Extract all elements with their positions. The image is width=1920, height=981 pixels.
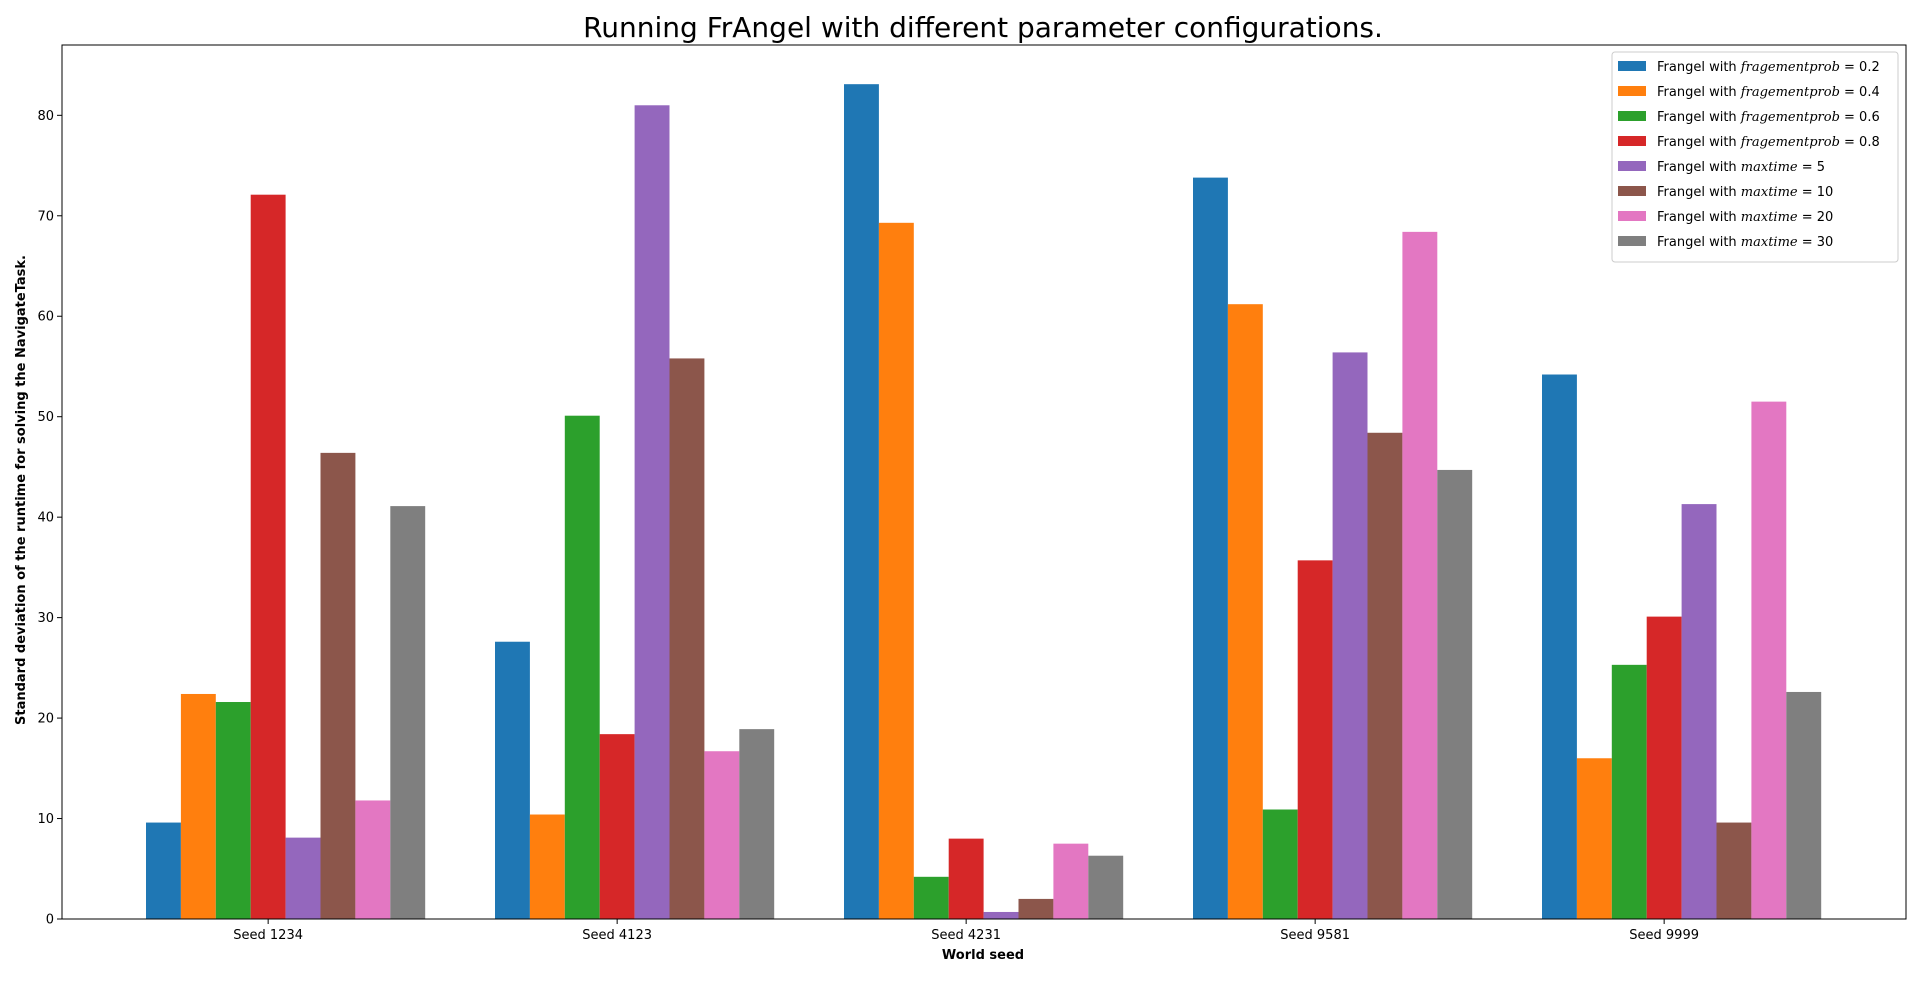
bar-seed-4123-series-8: [739, 729, 775, 919]
legend-entry-label: Frangel with maxtime = 20: [1657, 210, 1833, 225]
legend: Frangel with fragementprob = 0.2 Frangel …: [1611, 51, 1899, 263]
x-tick-label: Seed 4231: [931, 928, 1001, 943]
bar-seed-4123-series-6: [669, 358, 705, 919]
bars-layer: [146, 84, 1822, 920]
bar-seed-9999-series-5: [1681, 504, 1717, 919]
bar-seed-4123-series-2: [529, 814, 565, 919]
bar-seed-1234-series-1: [146, 822, 181, 919]
bar-seed-9999-series-7: [1751, 401, 1787, 919]
bar-seed-1234-series-3: [215, 702, 251, 919]
bar-seed-4231-series-7: [1053, 843, 1089, 919]
axes-layer: 0 10 20 30 40 50 60 70 80 Seed 1234 Seed 4123 Seed …: [37, 44, 1907, 943]
legend-entry-label: Frangel with fragementprob = 0.4: [1657, 85, 1880, 100]
x-axis-label: World seed: [942, 948, 1024, 963]
bar-seed-9581-series-7: [1402, 231, 1438, 920]
bar-seed-9581-series-2: [1227, 304, 1263, 919]
legend-swatch: [1618, 186, 1646, 196]
y-tick-label: 50: [37, 410, 54, 425]
legend-entry-label: Frangel with fragementprob = 0.6: [1657, 110, 1880, 125]
x-tick-label: Seed 1234: [233, 928, 303, 943]
legend-swatch: [1618, 111, 1646, 121]
y-tick-label: 80: [37, 109, 54, 124]
bar-seed-9581-series-1: [1193, 177, 1228, 920]
y-tick-label: 30: [37, 611, 54, 626]
y-tick-label: 70: [37, 209, 54, 224]
legend-entry-label: Frangel with maxtime = 10: [1657, 185, 1833, 200]
bar-seed-9999-series-3: [1611, 664, 1647, 919]
legend-entry-label: Frangel with fragementprob = 0.8: [1657, 135, 1880, 150]
bar-seed-4231-series-6: [1018, 898, 1054, 919]
y-axis-label: Standard deviation of the runtime for so…: [14, 255, 29, 725]
legend-swatch: [1618, 161, 1646, 171]
bar-seed-4123-series-3: [564, 415, 600, 919]
bar-seed-1234-series-2: [180, 693, 216, 919]
bar-seed-4231-series-2: [878, 222, 914, 919]
y-tick-label: 20: [37, 712, 54, 727]
bar-seed-9999-series-4: [1646, 616, 1682, 919]
bar-seed-4231-series-3: [913, 876, 949, 919]
bar-seed-4231-series-4: [948, 838, 984, 919]
x-tick-label: Seed 9999: [1629, 928, 1699, 943]
bar-seed-9581-series-3: [1262, 809, 1298, 919]
legend-swatch: [1618, 136, 1646, 146]
y-tick-label: 10: [37, 812, 54, 827]
y-tick-label: 60: [37, 310, 54, 325]
legend-swatch: [1618, 86, 1646, 96]
bar-seed-4123-series-4: [599, 734, 635, 919]
x-tick-label: Seed 9581: [1280, 928, 1350, 943]
plot-frame: [61, 44, 1907, 920]
bar-seed-4231-series-8: [1088, 855, 1124, 919]
x-tick-label: Seed 4123: [582, 928, 652, 943]
bar-seed-9999-series-1: [1542, 374, 1577, 919]
bar-seed-4123-series-7: [704, 751, 740, 919]
bar-seed-1234-series-6: [320, 452, 356, 919]
bar-seed-9581-series-4: [1297, 560, 1333, 919]
y-tick-label: 0: [46, 913, 54, 928]
chart-title: Running FrAngel with different parameter…: [583, 11, 1383, 44]
legend-entry-label: Frangel with fragementprob = 0.2: [1657, 60, 1880, 75]
bar-seed-4123-series-5: [634, 105, 670, 919]
bar-seed-1234-series-4: [250, 194, 286, 919]
bar-seed-9999-series-6: [1716, 822, 1752, 919]
legend-entry-label: Frangel with maxtime = 30: [1657, 235, 1833, 250]
bar-seed-9581-series-6: [1367, 432, 1403, 919]
bar-seed-4231-series-1: [844, 84, 879, 920]
bar-seed-9999-series-8: [1786, 691, 1822, 919]
legend-swatch: [1618, 236, 1646, 246]
y-tick-label: 40: [37, 511, 54, 526]
bar-seed-9581-series-8: [1437, 469, 1473, 919]
legend-swatch: [1618, 61, 1646, 71]
bar-seed-4123-series-1: [495, 641, 530, 919]
legend-entry-label: Frangel with maxtime = 5: [1657, 160, 1825, 175]
legend-box: [1611, 51, 1899, 263]
bar-seed-1234-series-7: [355, 800, 391, 919]
bar-seed-4231-series-5: [983, 911, 1019, 919]
bar-seed-9581-series-5: [1332, 352, 1368, 919]
bar-seed-9999-series-2: [1576, 758, 1612, 919]
bar-seed-1234-series-5: [285, 837, 321, 919]
legend-swatch: [1618, 211, 1646, 221]
bar-seed-1234-series-8: [390, 506, 426, 919]
